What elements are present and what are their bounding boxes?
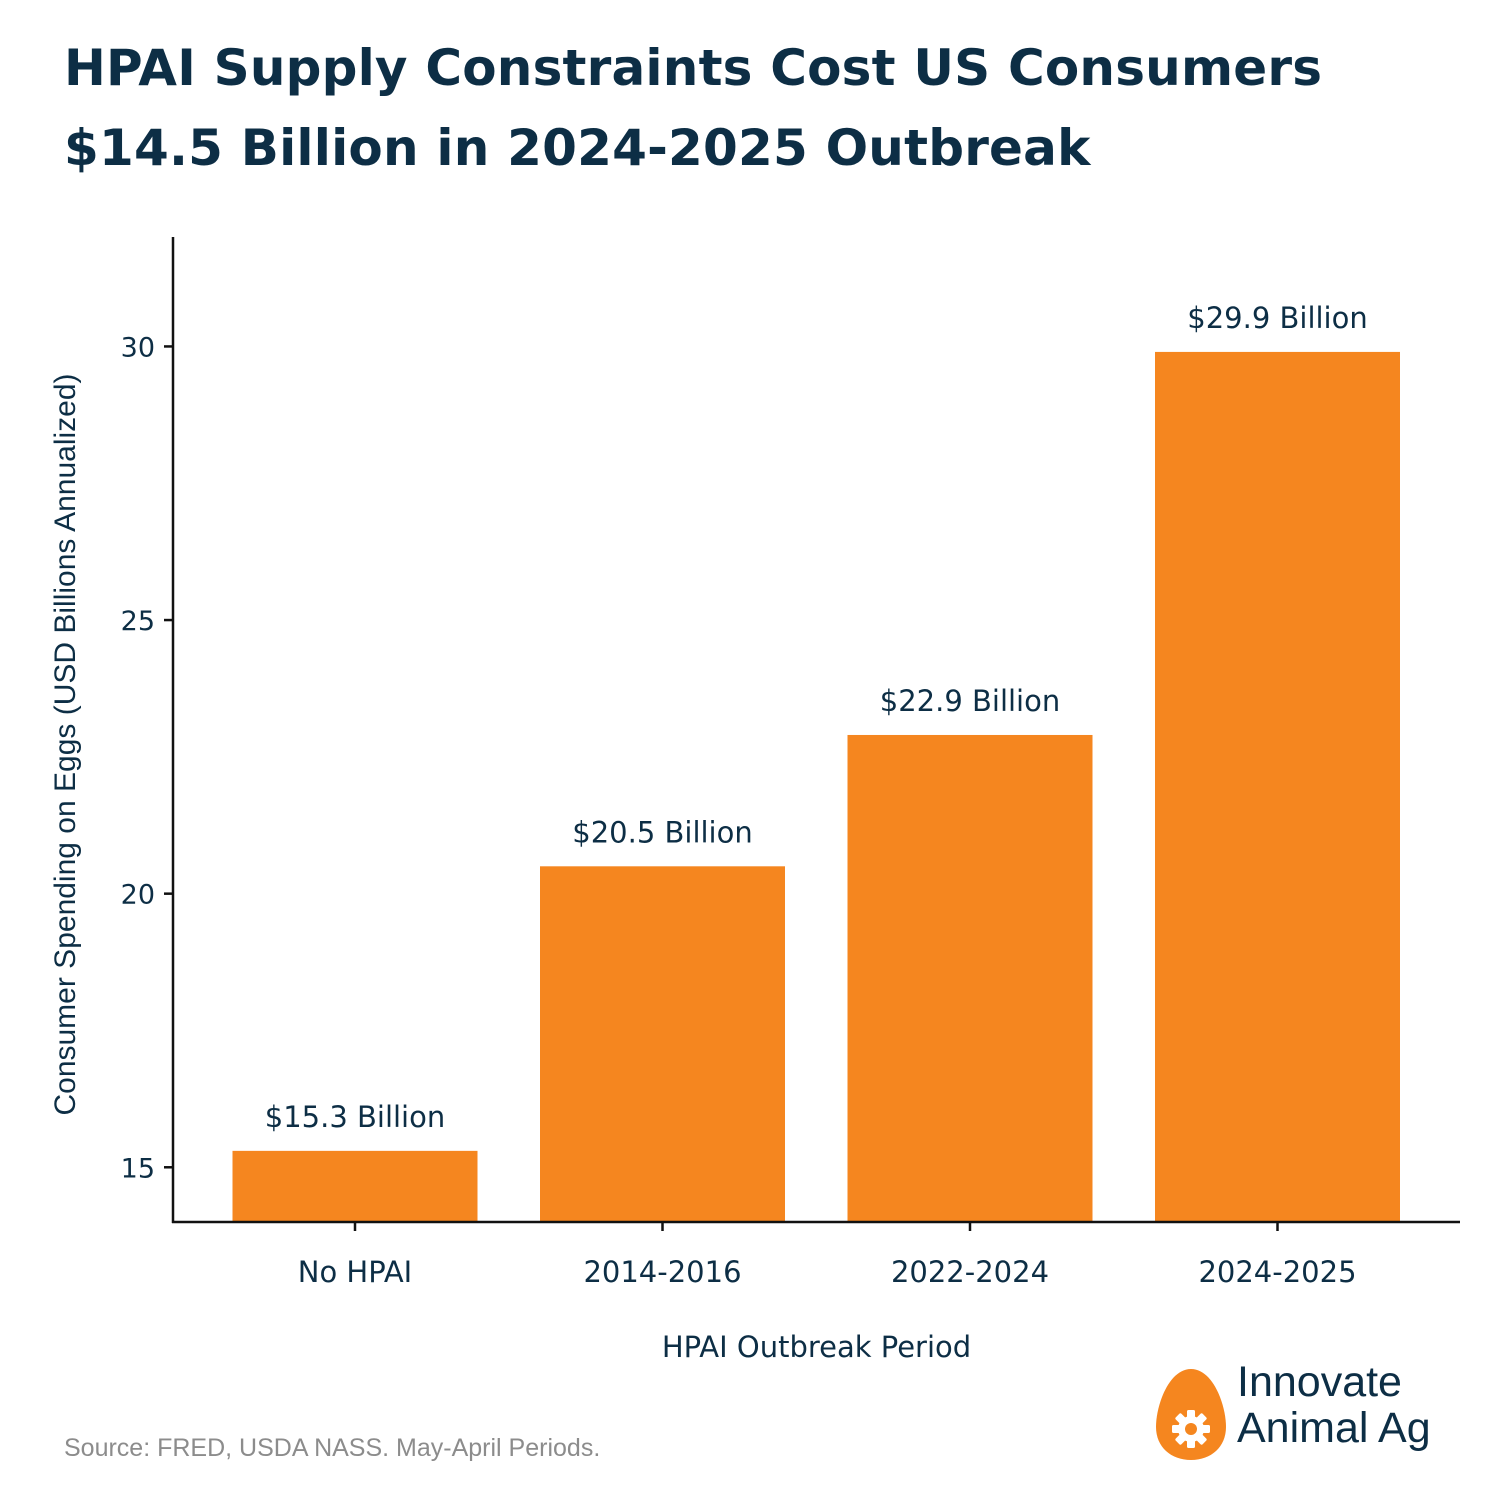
y-tick-label-3: 30 — [121, 332, 155, 363]
bar-3 — [1155, 351, 1400, 1223]
x-tick-label-3: 2024-2025 — [1198, 1255, 1356, 1289]
bar-1 — [540, 866, 785, 1222]
innovate-animal-ag-logo: Innovate Animal Ag — [1155, 1359, 1495, 1475]
chart-title: HPAI Supply Constraints Cost US Consumer… — [64, 28, 1484, 188]
bar-chart: $15.3 Billion $20.5 Billion $22.9 Billion $… — [49, 237, 1460, 1364]
chart-title-line-2: $14.5 Billion in 2024-2025 Outbreak — [64, 119, 1091, 177]
data-label-1: $20.5 Billion — [572, 815, 753, 849]
logo-line-2: Animal Ag — [1237, 1404, 1431, 1452]
data-label-2: $22.9 Billion — [880, 684, 1061, 718]
bars-group — [232, 351, 1400, 1223]
data-label-0: $15.3 Billion — [265, 1100, 446, 1134]
logo-line-1: Innovate — [1237, 1358, 1402, 1406]
bar-0 — [232, 1150, 478, 1222]
source-note: Source: FRED, USDA NASS. May-April Perio… — [64, 1434, 601, 1462]
chart-title-line-1: HPAI Supply Constraints Cost US Consumer… — [64, 39, 1323, 97]
y-tick-label-1: 20 — [121, 880, 155, 911]
y-tick-label-2: 25 — [121, 606, 155, 637]
x-tick-label-0: No HPAI — [298, 1255, 413, 1289]
data-labels-group: $15.3 Billion $20.5 Billion $22.9 Billion $… — [265, 301, 1368, 1134]
data-label-3: $29.9 Billion — [1187, 301, 1368, 335]
bar-2 — [847, 734, 1093, 1222]
y-ticks-group: 15 20 25 30 — [121, 332, 173, 1184]
x-tick-label-1: 2014-2016 — [583, 1255, 741, 1289]
x-axis-label: HPAI Outbreak Period — [662, 1330, 971, 1364]
y-tick-label-0: 15 — [121, 1153, 155, 1184]
x-tick-label-2: 2022-2024 — [891, 1255, 1049, 1289]
x-ticks-group: No HPAI 2014-2016 2022-2024 2024-2025 — [298, 1222, 1357, 1289]
egg-gear-icon — [1156, 1369, 1226, 1460]
y-axis-label: Consumer Spending on Eggs (USD Billions … — [49, 373, 82, 1115]
logo-wordmark: Innovate Animal Ag — [1237, 1359, 1431, 1451]
